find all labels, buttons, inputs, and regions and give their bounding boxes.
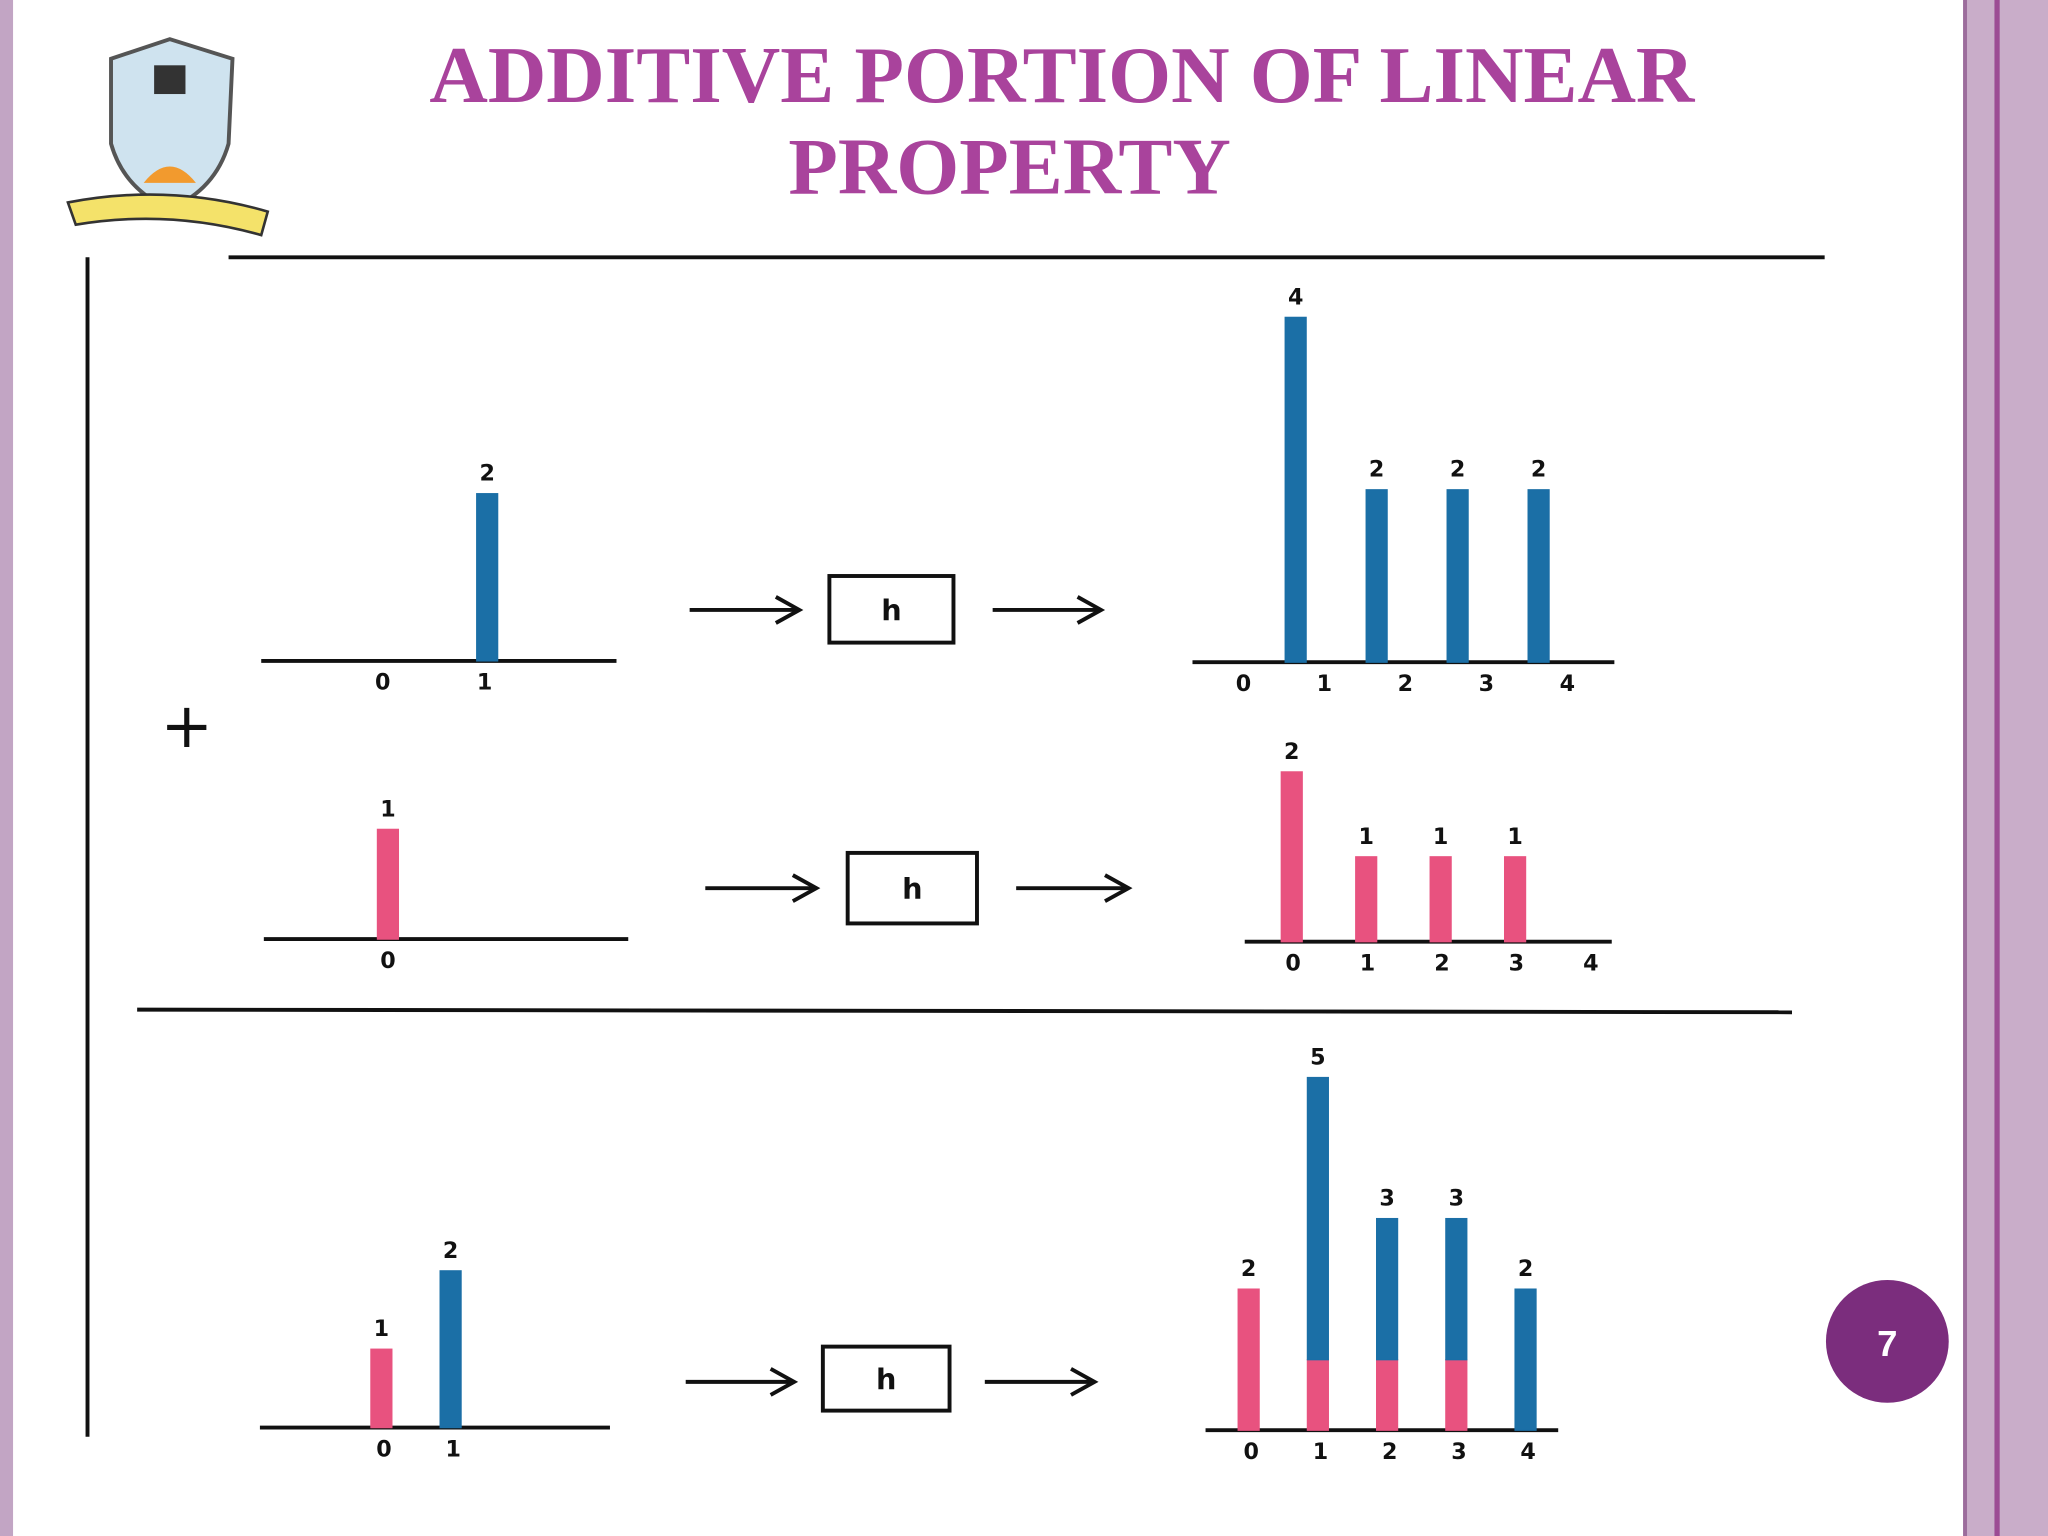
title: ADDITIVE PORTION OF LINEAR [429, 30, 1696, 120]
slide-number: 7 [1877, 1323, 1897, 1364]
system-label: h [876, 1362, 896, 1396]
stem [1504, 856, 1527, 943]
stem [476, 493, 499, 662]
stem [1445, 1217, 1468, 1361]
right-border [1963, 0, 2048, 1536]
tick-label: 1 [1360, 950, 1375, 976]
left-border [0, 0, 14, 1536]
tick-label: 0 [1236, 671, 1251, 697]
tick-label: 0 [380, 948, 395, 974]
arrow-head [769, 1367, 799, 1397]
stem-label: 5 [1310, 1044, 1325, 1070]
stem-label: 3 [1449, 1186, 1464, 1212]
stem [1376, 1217, 1399, 1361]
stem [370, 1348, 393, 1429]
plus-sign: + [161, 689, 214, 762]
stem [1306, 1076, 1329, 1361]
tick-label: 3 [1451, 1439, 1466, 1465]
tick-label: 3 [1479, 671, 1494, 697]
stem-label: 1 [1358, 824, 1373, 850]
stem-label: 2 [1369, 457, 1384, 483]
system-box [845, 850, 979, 926]
stem-label: 2 [443, 1238, 458, 1264]
arrow-head [1076, 595, 1106, 625]
stem-label: 1 [374, 1316, 389, 1342]
right-border-line [1963, 0, 1968, 1536]
stem [1284, 316, 1307, 663]
tick-label: 2 [1398, 671, 1413, 697]
arrow-head [1070, 1367, 1099, 1397]
stem [439, 1270, 462, 1429]
stem [1514, 1288, 1537, 1431]
tick-label: 0 [1244, 1439, 1259, 1465]
stem-label: 1 [1507, 824, 1522, 850]
stem [1429, 856, 1452, 943]
stem-label: 2 [1518, 1256, 1533, 1282]
tick-label: 0 [1285, 950, 1300, 976]
stem [1355, 856, 1378, 943]
tick-label: 1 [1313, 1439, 1328, 1465]
tick-label: 1 [477, 670, 492, 696]
stem-label: 2 [1531, 457, 1546, 483]
tick-label: 2 [1434, 950, 1449, 976]
stem-label: 2 [1284, 739, 1299, 765]
logo [66, 37, 270, 237]
title: PROPERTY [788, 121, 1230, 211]
stem-label: 1 [1433, 824, 1448, 850]
system-box [820, 1344, 952, 1413]
stem-label: 2 [1450, 457, 1465, 483]
stem [1306, 1359, 1329, 1431]
stem [1365, 489, 1388, 663]
tick-label: 1 [1317, 671, 1332, 697]
stem [1237, 1288, 1260, 1431]
slide-number-badge [1825, 1280, 1949, 1403]
stem-label: 1 [380, 796, 395, 822]
arrow-head [774, 595, 804, 625]
tick-label: 0 [376, 1436, 391, 1462]
tick-label: 4 [1520, 1439, 1535, 1465]
stem [1376, 1359, 1399, 1431]
arrow-head [791, 873, 821, 903]
tick-label: 3 [1509, 950, 1524, 976]
stem [1280, 771, 1303, 943]
stem-label: 2 [479, 461, 494, 487]
stem [376, 828, 400, 940]
tick-label: 4 [1583, 950, 1598, 976]
stem [1445, 1359, 1468, 1431]
tick-label: 0 [375, 670, 390, 696]
stem-label: 4 [1288, 284, 1303, 310]
arrow-head [1104, 873, 1133, 903]
system-label: h [902, 872, 922, 906]
stem-label: 3 [1379, 1186, 1394, 1212]
tick-label: 1 [445, 1436, 460, 1462]
divider [137, 1007, 1793, 1015]
tick-label: 4 [1560, 671, 1575, 697]
system-box [827, 574, 956, 645]
stem [1527, 489, 1550, 663]
system-label: h [881, 593, 901, 627]
stem [1446, 489, 1469, 663]
stem-label: 2 [1241, 1256, 1256, 1282]
right-border-line [1994, 0, 2000, 1536]
tick-label: 2 [1382, 1439, 1397, 1465]
